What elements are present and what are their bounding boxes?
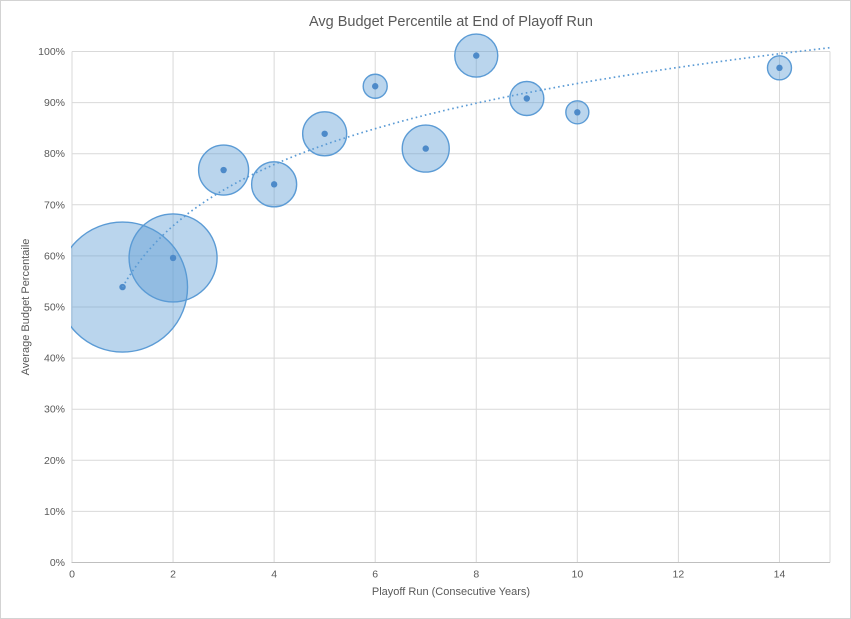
y-tick-label: 100% bbox=[38, 46, 65, 58]
x-tick-label: 4 bbox=[271, 569, 277, 581]
y-tick-label: 40% bbox=[44, 353, 65, 365]
y-tick-label: 0% bbox=[50, 557, 65, 569]
x-tick-label: 6 bbox=[372, 569, 378, 581]
bubble-center-marker bbox=[523, 95, 530, 102]
bubble bbox=[71, 221, 189, 353]
y-tick-label: 60% bbox=[44, 250, 65, 262]
bubble-center-marker bbox=[574, 109, 581, 116]
bubble-center-marker bbox=[422, 145, 429, 152]
trendline bbox=[121, 46, 831, 288]
x-tick-label: 14 bbox=[774, 569, 786, 581]
x-tick-label: 8 bbox=[473, 569, 479, 581]
x-axis-title: Playoff Run (Consecutive Years) bbox=[371, 586, 531, 598]
y-tick-label: 70% bbox=[44, 199, 65, 211]
y-tick-label: 20% bbox=[44, 455, 65, 467]
x-tick-label: 12 bbox=[673, 569, 685, 581]
bubble-center-marker bbox=[220, 166, 227, 174]
bubble-center-marker bbox=[776, 64, 783, 72]
x-tick-label: 0 bbox=[69, 569, 75, 581]
y-tick-label: 30% bbox=[44, 404, 65, 416]
bubble-center-marker bbox=[270, 181, 278, 188]
x-tick-label: 10 bbox=[571, 569, 583, 581]
bubble-center-marker bbox=[372, 83, 379, 90]
y-tick-label: 90% bbox=[44, 97, 65, 109]
bubble-center-marker bbox=[169, 254, 177, 262]
x-tick-label: 2 bbox=[170, 569, 176, 581]
y-tick-label: 50% bbox=[44, 302, 65, 314]
y-tick-label: 10% bbox=[44, 506, 65, 518]
y-tick-label: 80% bbox=[44, 148, 65, 160]
bubble-center-marker bbox=[321, 130, 328, 137]
bubble-center-marker bbox=[473, 52, 480, 59]
chart-title: Avg Budget Percentile at End of Playoff … bbox=[308, 14, 593, 30]
